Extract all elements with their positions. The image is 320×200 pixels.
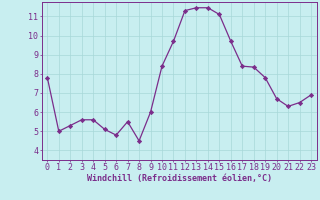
X-axis label: Windchill (Refroidissement éolien,°C): Windchill (Refroidissement éolien,°C) xyxy=(87,174,272,183)
